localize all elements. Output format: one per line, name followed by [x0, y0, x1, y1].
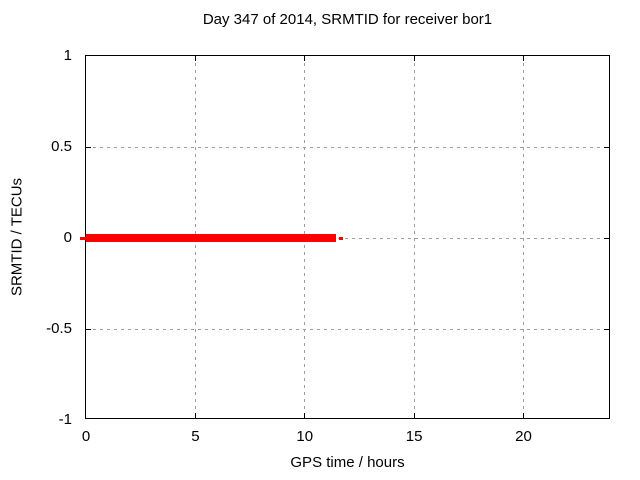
x-tick-top	[413, 56, 415, 61]
y-tick-right	[604, 328, 609, 330]
y-tick-right	[604, 237, 609, 239]
plot-area: 0 5 10 15 20 1 0.5 0 -0.5 -1	[46, 47, 611, 445]
y-tick-label: -0.5	[46, 320, 72, 337]
y-tick-right	[604, 146, 609, 148]
x-tick-label: 0	[81, 428, 91, 445]
x-tick-label: 5	[191, 428, 200, 445]
y-gridline	[86, 237, 611, 239]
x-tick-bottom	[413, 413, 415, 418]
y-tick-label: -1	[58, 411, 72, 428]
x-tick-label: 10	[296, 428, 314, 445]
y-tick-left	[86, 146, 91, 148]
x-tick-label: 20	[515, 428, 532, 445]
x-tick-top	[523, 56, 524, 61]
x-tick-bottom	[523, 413, 524, 418]
y-tick-label: 1	[63, 47, 72, 64]
x-axis-label: GPS time / hours	[290, 454, 405, 471]
x-tick-top	[194, 56, 196, 61]
x-tick-label: 15	[405, 428, 423, 445]
x-tick-bottom	[194, 413, 196, 418]
data-series-srmtid-segment	[86, 234, 337, 242]
y-tick-left	[86, 328, 91, 330]
y-tick-label: 0	[63, 229, 72, 246]
x-tick-top	[304, 56, 306, 61]
x-tick-bottom	[304, 413, 306, 418]
data-series-srmtid-segment	[80, 236, 86, 240]
data-series-srmtid-segment	[339, 236, 343, 240]
y-tick-label: 0.5	[51, 138, 72, 155]
y-gridline	[86, 328, 611, 330]
chart-title: Day 347 of 2014, SRMTID for receiver bor…	[202, 11, 493, 28]
y-gridline	[86, 146, 611, 148]
